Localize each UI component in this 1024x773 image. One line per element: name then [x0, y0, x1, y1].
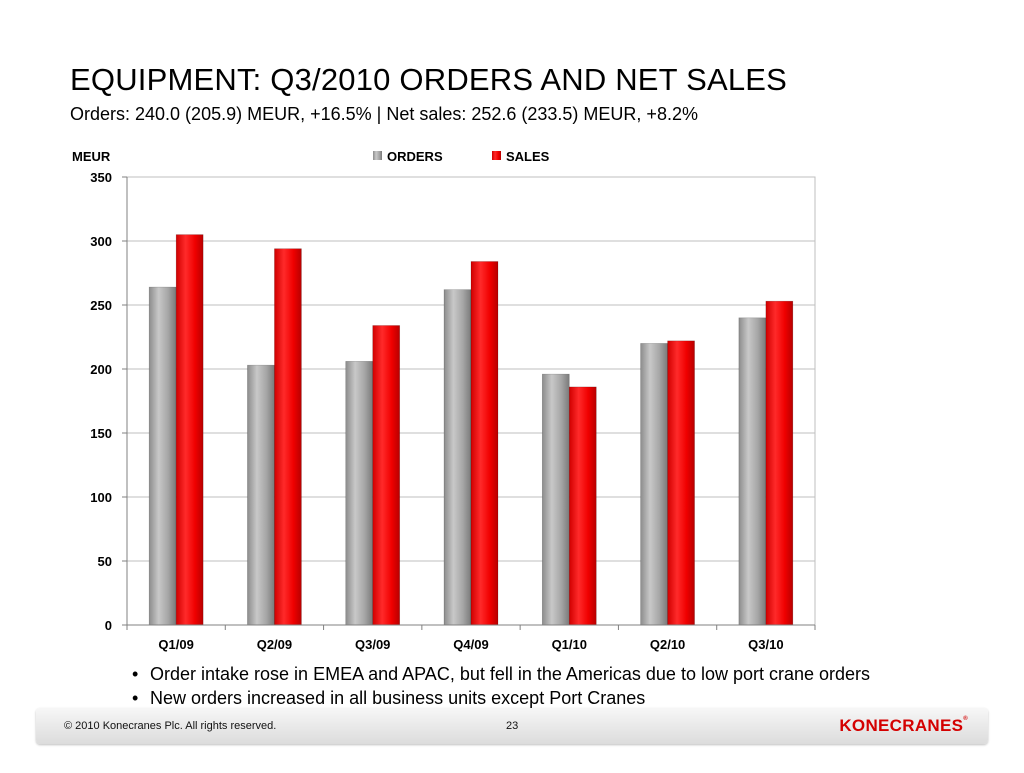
bar-sales — [372, 325, 401, 626]
legend-label-orders: ORDERS — [387, 149, 443, 164]
bar-sales — [175, 234, 204, 626]
y-tick-label: 200 — [90, 362, 112, 377]
bullet-item: Order intake rose in EMEA and APAC, but … — [130, 662, 870, 686]
x-tick-label: Q1/10 — [552, 637, 587, 652]
x-tick-label: Q1/09 — [158, 637, 193, 652]
chart-bars — [148, 234, 794, 626]
x-tick-label: Q3/09 — [355, 637, 390, 652]
x-tick-label: Q2/09 — [257, 637, 292, 652]
logo-text: KONECRANES — [839, 716, 964, 735]
y-tick-label: 100 — [90, 490, 112, 505]
slide-subtitle: Orders: 240.0 (205.9) MEUR, +16.5% | Net… — [70, 104, 698, 124]
legend-label-sales: SALES — [506, 149, 550, 164]
footer-bar: © 2010 Konecranes Plc. All rights reserv… — [36, 708, 988, 744]
bar-orders — [247, 364, 275, 626]
bar-sales — [274, 248, 302, 626]
legend-swatch-sales — [492, 151, 501, 160]
y-axis-unit-label: MEUR — [72, 149, 111, 164]
y-tick-label: 0 — [105, 618, 112, 633]
footer-copyright: © 2010 Konecranes Plc. All rights reserv… — [64, 720, 277, 732]
bar-orders — [443, 289, 472, 626]
y-tick-label: 50 — [98, 554, 112, 569]
legend-swatch-orders — [373, 151, 382, 160]
slide-title: EQUIPMENT: Q3/2010 ORDERS AND NET SALES — [70, 62, 788, 97]
x-tick-label: Q3/10 — [748, 637, 783, 652]
page-number: 23 — [506, 720, 519, 732]
chart-axes: 0 50 100 150 200 250 300 350 Q1/09 Q2/09 Q3/09 Q4/0… — [90, 170, 816, 652]
bar-orders — [148, 286, 177, 626]
x-tick-label: Q2/10 — [650, 637, 685, 652]
bar-sales — [568, 386, 597, 626]
y-tick-label: 250 — [90, 298, 112, 313]
bar-orders — [738, 317, 767, 626]
bar-sales — [765, 300, 794, 626]
konecranes-logo: KONECRANES® — [839, 716, 968, 735]
y-tick-label: 350 — [90, 170, 112, 185]
chart-legend: ORDERS SALES — [373, 149, 550, 164]
bar-sales — [470, 261, 499, 626]
bar-orders — [541, 373, 570, 626]
y-tick-label: 150 — [90, 426, 112, 441]
bar-sales — [667, 340, 695, 626]
bullet-list: Order intake rose in EMEA and APAC, but … — [130, 662, 870, 710]
x-tick-label: Q4/09 — [453, 637, 488, 652]
bar-orders — [345, 361, 374, 626]
y-tick-label: 300 — [90, 234, 112, 249]
bar-orders — [640, 343, 668, 626]
bullet-item: New orders increased in all business uni… — [130, 686, 870, 710]
